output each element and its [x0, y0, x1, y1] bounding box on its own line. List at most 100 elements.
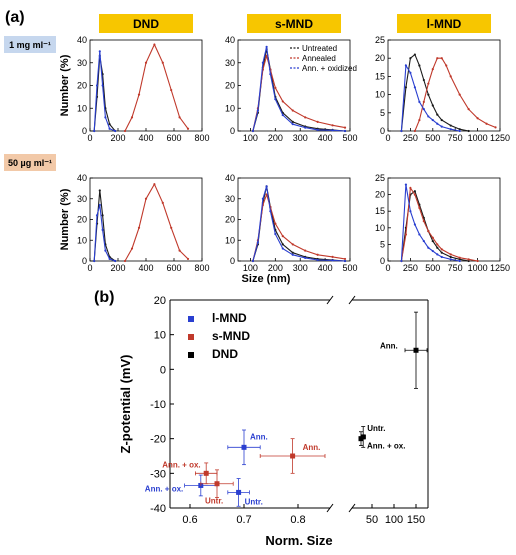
y-tick-label: 25 — [375, 35, 385, 45]
x-tick-label: 100 — [243, 133, 258, 143]
data-point — [436, 243, 439, 246]
y-tick-label: 30 — [77, 58, 87, 68]
series-line-annealed — [400, 186, 478, 262]
y-tick-label: 30 — [77, 194, 87, 204]
data-point — [104, 249, 107, 252]
y-tick-label: -40 — [150, 503, 166, 515]
axis-break-mark — [326, 295, 334, 305]
data-point — [427, 115, 430, 118]
column-title-s-MND: s-MND — [275, 17, 313, 31]
y-tick-label: 40 — [77, 173, 87, 183]
concentration-box — [4, 36, 56, 53]
data-point — [291, 243, 294, 246]
data-point — [104, 116, 107, 119]
data-point — [161, 61, 164, 64]
data-point — [331, 124, 334, 127]
data-point — [170, 88, 173, 92]
data-point — [130, 116, 134, 119]
data-point — [458, 128, 461, 131]
data-point — [467, 129, 470, 133]
data-point — [316, 258, 319, 262]
y-tick-label: 5 — [380, 239, 385, 249]
data-point — [431, 249, 434, 253]
data-point — [274, 98, 277, 101]
x-tick-label: 0 — [385, 133, 390, 143]
data-point — [440, 118, 443, 122]
data-point — [251, 129, 255, 133]
data-point — [467, 259, 470, 263]
series-line-untreated — [400, 190, 469, 262]
plot-frame — [387, 177, 501, 262]
y-tick-label: -30 — [150, 468, 166, 480]
x-tick-label: 1000 — [468, 133, 488, 143]
series-line-annealed — [124, 182, 189, 262]
x-tick-label: 100 — [385, 514, 403, 526]
legend-label: l-MND — [212, 311, 247, 325]
data-point — [422, 220, 425, 223]
scatter-point — [203, 470, 209, 476]
scatter-point-group: Untr. — [227, 478, 263, 507]
x-tick-label: 200 — [110, 133, 125, 143]
data-point — [153, 183, 156, 186]
data-point — [304, 116, 307, 119]
y-tick-label: 0 — [380, 256, 385, 266]
data-point — [343, 259, 347, 263]
point-annotation: Ann. — [250, 432, 268, 441]
data-point — [400, 259, 403, 263]
data-point — [274, 222, 277, 225]
scatter-point-group: Ann. — [259, 438, 326, 474]
y-tick-label: -10 — [150, 399, 166, 411]
data-point — [291, 251, 294, 254]
data-point — [427, 93, 430, 96]
x-tick-label: 750 — [448, 263, 463, 273]
data-point — [265, 54, 268, 58]
x-tick-label: 600 — [166, 263, 181, 273]
data-point — [186, 127, 190, 130]
data-point — [436, 253, 439, 256]
x-tick-label: 500 — [342, 263, 357, 273]
data-point — [186, 257, 190, 261]
data-point — [281, 113, 284, 117]
data-point — [331, 259, 334, 262]
data-point — [114, 259, 117, 263]
data-point — [458, 259, 461, 263]
data-point — [440, 125, 443, 128]
data-point — [422, 78, 425, 82]
column-title-box — [397, 14, 491, 33]
data-point — [427, 82, 430, 85]
y-tick-label: 0 — [380, 126, 385, 136]
data-point — [431, 118, 434, 122]
data-point — [436, 57, 439, 60]
plot-frame — [89, 39, 203, 132]
data-point — [101, 84, 104, 87]
data-point — [281, 235, 284, 238]
y-tick-label: 20 — [225, 81, 235, 91]
x-tick-label: 50 — [366, 514, 378, 526]
data-point — [178, 116, 181, 119]
y-tick-label: 25 — [375, 173, 385, 183]
data-point — [400, 129, 403, 133]
legend-label: Ann. + oxidized — [302, 64, 357, 73]
data-point — [422, 100, 425, 103]
x-tick-label: 500 — [425, 263, 440, 273]
y-tick-label: 10 — [225, 235, 235, 245]
plot-frame — [387, 39, 501, 132]
scatter-point — [358, 436, 364, 442]
column-title-box — [247, 14, 341, 33]
panel-a-label: (a) — [5, 9, 25, 26]
x-tick-label: 0 — [87, 133, 92, 143]
data-point — [413, 223, 416, 226]
y-tick-label: 5 — [380, 108, 385, 118]
y-tick-label: 20 — [375, 53, 385, 63]
point-annotation: Untr. — [245, 497, 263, 506]
data-point — [130, 247, 134, 250]
y-tick-label: 10 — [77, 103, 87, 113]
y-tick-label: 0 — [230, 256, 235, 266]
series-line-untreated — [252, 186, 346, 262]
data-point — [269, 73, 272, 76]
scatter-point — [236, 489, 242, 495]
x-tick-label: 300 — [293, 263, 308, 273]
data-point — [98, 203, 101, 207]
y-tick-label: 10 — [375, 223, 385, 233]
